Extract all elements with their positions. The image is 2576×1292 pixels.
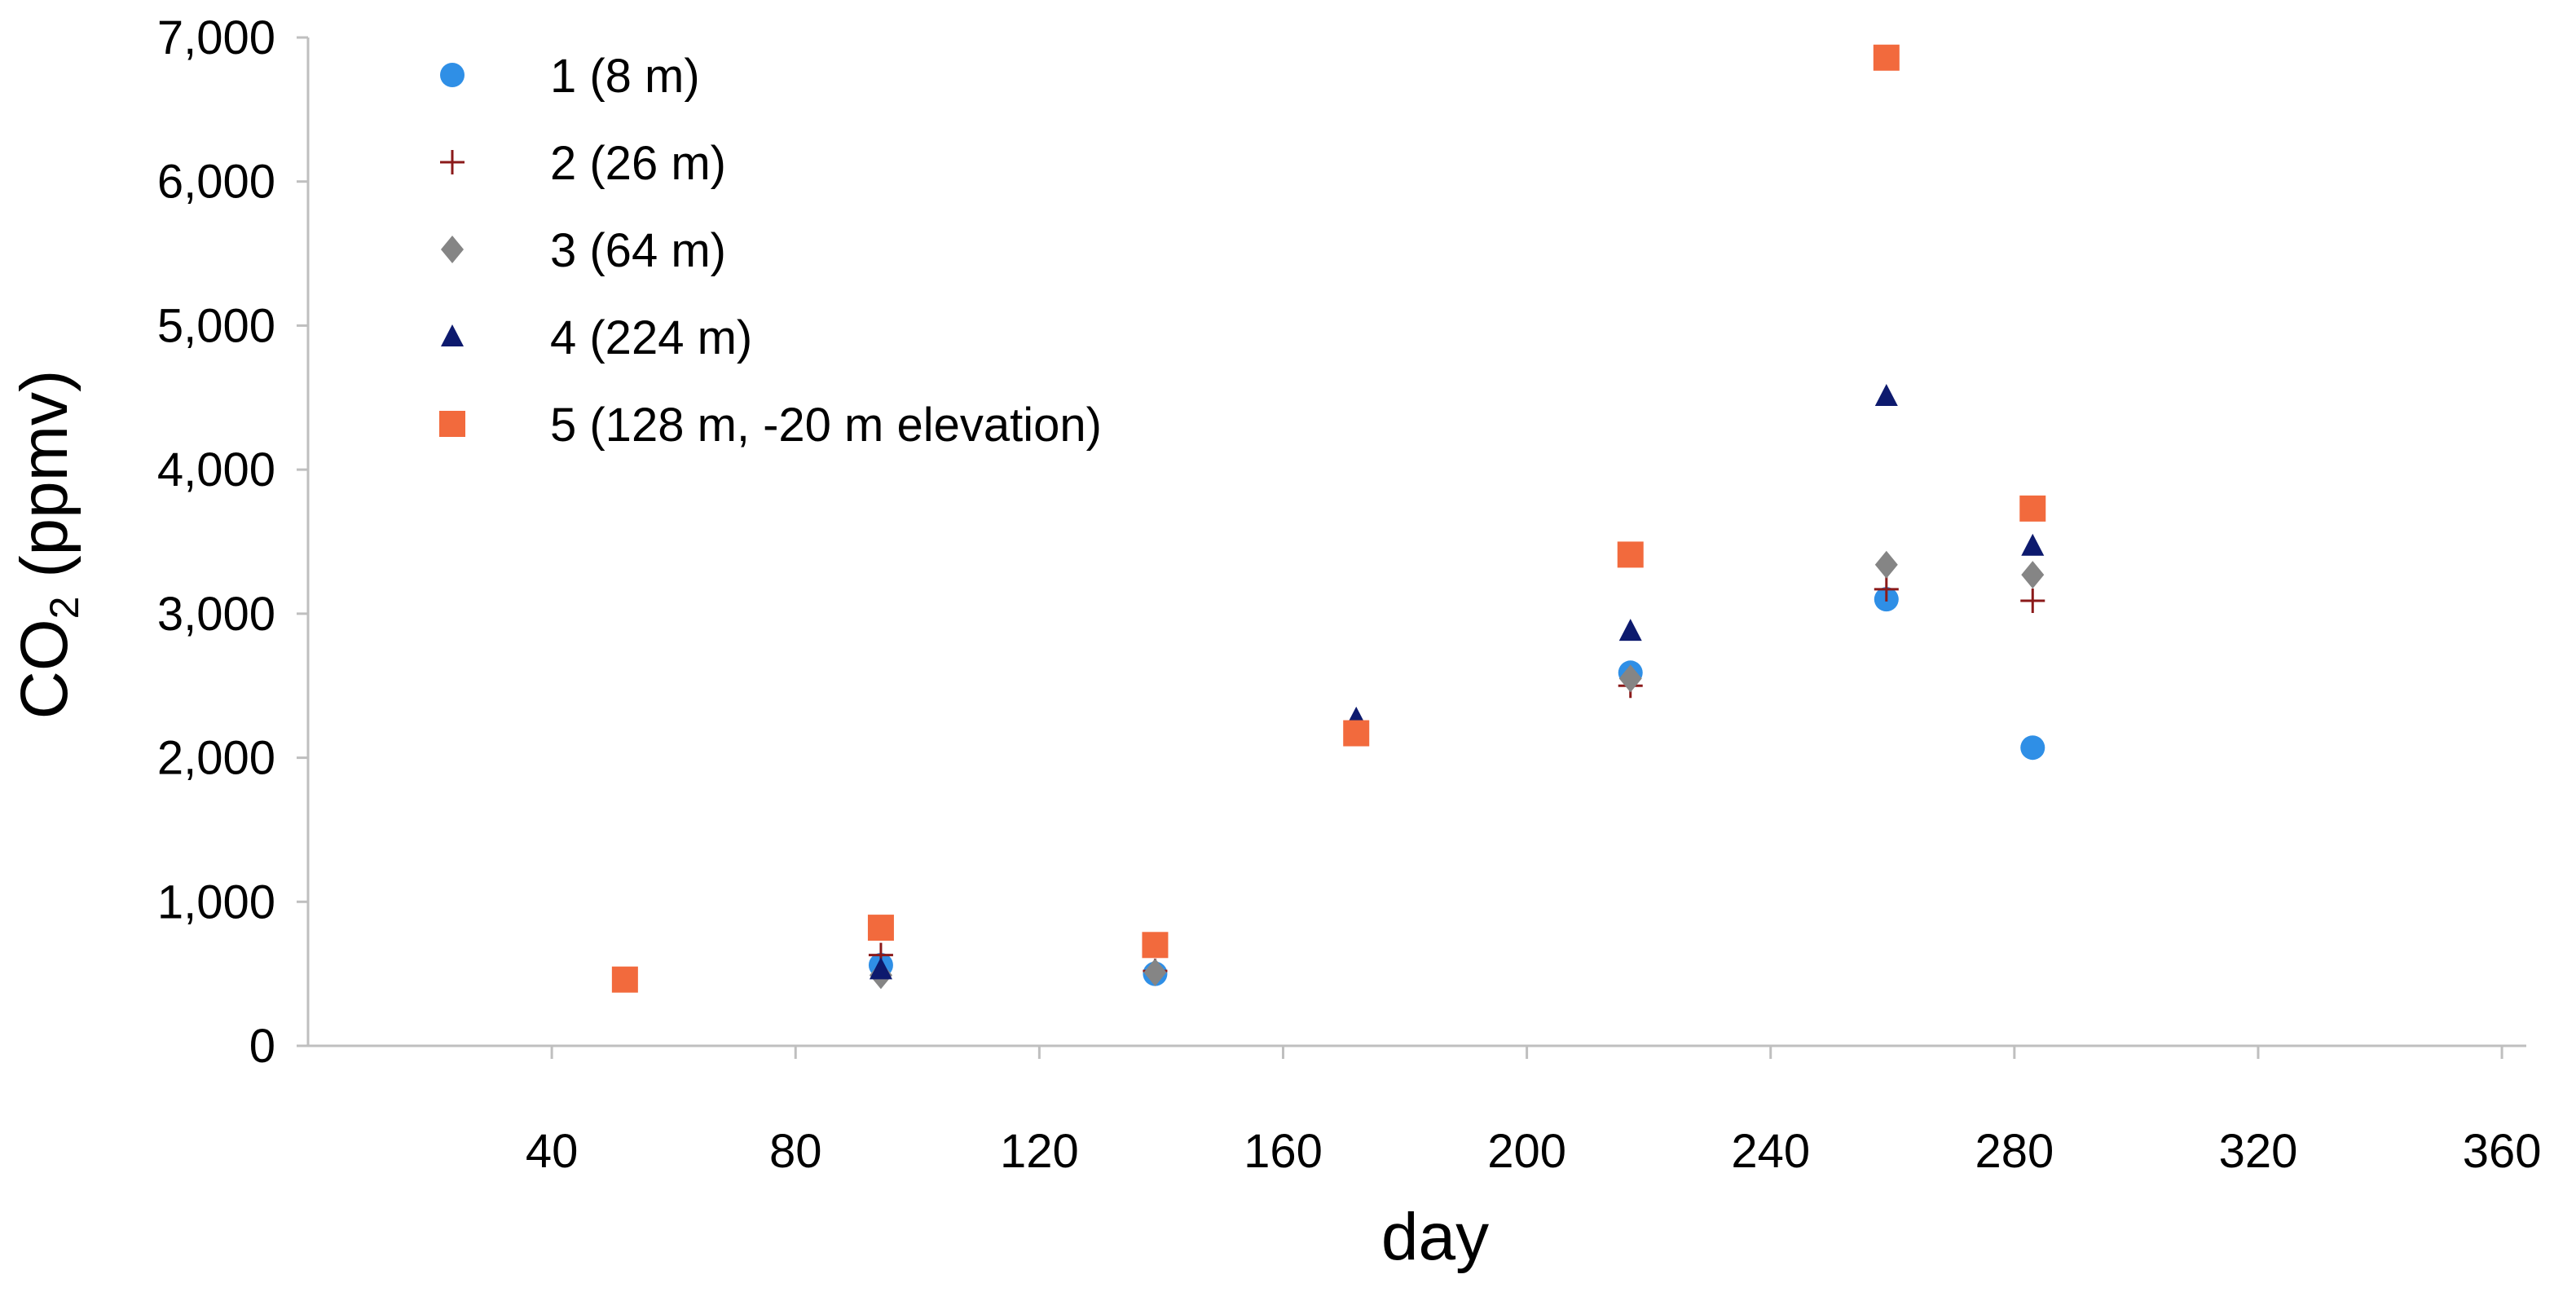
- series-3: [869, 550, 2045, 990]
- y-axis-title: CO2 (ppmv): [7, 370, 87, 720]
- data-point: [2020, 735, 2045, 761]
- legend-marker: [441, 236, 464, 263]
- data-point: [867, 915, 894, 941]
- legend-item: 5 (128 m, -20 m elevation): [439, 399, 1102, 452]
- y-axis-ticks: 0 1,000 2,000 3,000 4,000 5,000 6,000 7,000: [157, 11, 308, 1073]
- legend-marker: [441, 324, 464, 346]
- x-tick-label: 280: [1975, 1125, 2054, 1178]
- data-point: [1143, 958, 1167, 986]
- series-4: [869, 384, 2045, 980]
- y-axis-title-rest: (ppmv): [7, 370, 81, 597]
- series-2: [868, 576, 2045, 984]
- data-point: [1343, 720, 1370, 747]
- legend-item: 1 (8 m): [440, 50, 700, 103]
- legend-label: 2 (26 m): [550, 137, 726, 190]
- x-tick-label: 40: [526, 1125, 579, 1178]
- series-1: [868, 587, 2045, 986]
- y-axis-title-subscript: 2: [42, 597, 87, 620]
- legend-label: 4 (224 m): [550, 311, 752, 364]
- x-tick-label: 80: [769, 1125, 822, 1178]
- data-point: [611, 966, 638, 993]
- x-tick-label: 240: [1731, 1125, 1810, 1178]
- data-point: [2021, 533, 2045, 556]
- y-tick-label: 3,000: [157, 588, 275, 641]
- legend-marker: [439, 411, 465, 437]
- legend-item: 2 (26 m): [440, 137, 726, 190]
- data-point: [1874, 550, 1898, 579]
- y-tick-label: 4,000: [157, 443, 275, 496]
- data-point: [1142, 932, 1169, 959]
- x-tick-label: 120: [1000, 1125, 1079, 1178]
- data-point: [1618, 664, 1642, 693]
- x-tick-label: 160: [1244, 1125, 1323, 1178]
- data-point: [1617, 541, 1644, 568]
- y-tick-label: 5,000: [157, 299, 275, 352]
- legend-item: 3 (64 m): [441, 224, 726, 277]
- data-point: [1874, 576, 1899, 602]
- data-point: [1874, 384, 1898, 407]
- x-tick-label: 200: [1487, 1125, 1566, 1178]
- data-point: [2019, 495, 2046, 522]
- legend-item: 4 (224 m): [441, 311, 752, 364]
- data-point: [2021, 561, 2045, 589]
- x-tick-label: 360: [2463, 1125, 2542, 1178]
- series-5: [611, 44, 2046, 993]
- y-tick-label: 7,000: [157, 11, 275, 64]
- x-tick-label: 320: [2219, 1125, 2298, 1178]
- data-points: [611, 44, 2046, 993]
- y-tick-label: 6,000: [157, 156, 275, 209]
- x-axis-title: day: [1381, 1200, 1489, 1274]
- data-point: [1873, 44, 1900, 71]
- y-axis-title-main: CO: [7, 619, 81, 719]
- legend-marker: [440, 63, 465, 87]
- y-tick-label: 1,000: [157, 875, 275, 928]
- data-point: [869, 957, 892, 980]
- y-tick-label: 2,000: [157, 732, 275, 785]
- x-axis-ticks: 40 80 120 160 200 240 280 320 360: [526, 1046, 2542, 1178]
- legend-label: 5 (128 m, -20 m elevation): [550, 399, 1102, 452]
- legend: 1 (8 m) 2 (26 m) 3 (64 m) 4 (224 m) 5 (128 m…: [439, 50, 1102, 452]
- legend-label: 3 (64 m): [550, 224, 726, 277]
- data-point: [1618, 619, 1642, 642]
- y-tick-label: 0: [249, 1020, 275, 1073]
- data-point: [2020, 588, 2045, 613]
- legend-label: 1 (8 m): [550, 50, 700, 103]
- legend-marker: [440, 150, 465, 174]
- axes: [306, 37, 2526, 1047]
